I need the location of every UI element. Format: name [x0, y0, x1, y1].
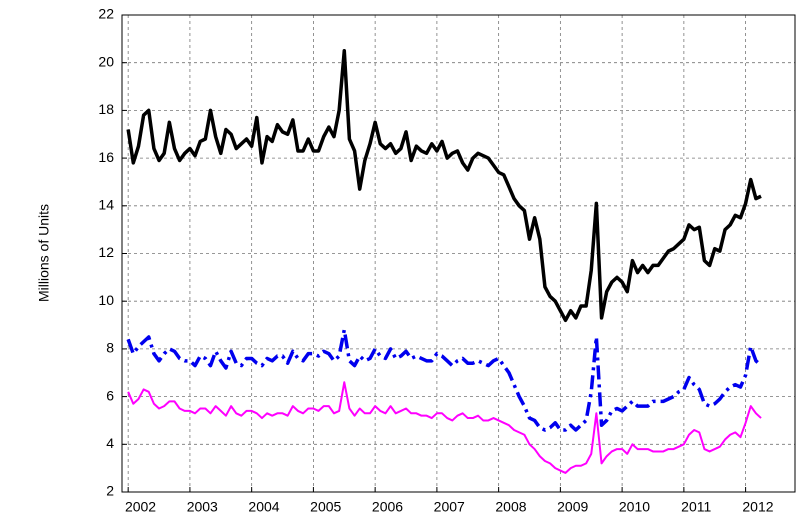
x-tick-label: 2006 — [372, 499, 403, 515]
x-tick-label: 2005 — [310, 499, 341, 515]
x-tick-label: 2004 — [248, 499, 279, 515]
series-line — [127, 381, 762, 474]
y-axis-label: Millions of Units — [36, 204, 52, 302]
y-tick-label: 18 — [98, 101, 114, 117]
y-tick-label: 16 — [98, 149, 114, 165]
y-tick-label: 14 — [98, 197, 114, 213]
y-tick-label: 10 — [98, 292, 114, 308]
series-line — [126, 328, 763, 432]
x-tick-label: 2008 — [495, 499, 526, 515]
series-line — [126, 49, 762, 323]
x-tick-label: 2009 — [557, 499, 588, 515]
y-tick-label: 2 — [106, 483, 114, 499]
x-tick-label: 2002 — [125, 499, 156, 515]
y-tick-label: 22 — [98, 6, 114, 22]
x-tick-label: 2010 — [619, 499, 650, 515]
y-tick-label: 4 — [106, 435, 114, 451]
y-tick-label: 20 — [98, 53, 114, 69]
y-tick-label: 12 — [98, 244, 114, 260]
x-tick-label: 2007 — [434, 499, 465, 515]
y-tick-label: 8 — [106, 340, 114, 356]
x-tick-label: 2012 — [742, 499, 773, 515]
x-tick-label: 2011 — [681, 499, 711, 515]
x-tick-label: 2003 — [187, 499, 218, 515]
plot-frame — [121, 14, 796, 493]
y-tick-label: 6 — [106, 387, 114, 403]
